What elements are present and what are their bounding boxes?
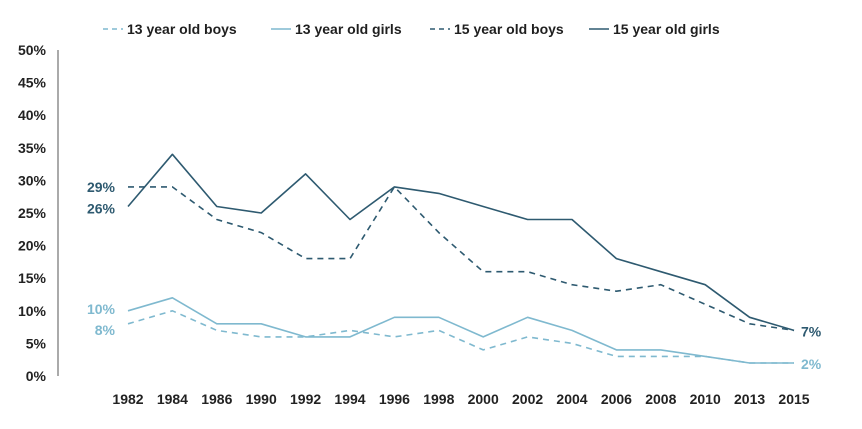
start-data-label: 10% <box>87 301 116 317</box>
x-tick-label: 1982 <box>112 391 143 407</box>
series-line-3 <box>127 153 795 332</box>
y-tick-label: 45% <box>18 75 47 91</box>
y-tick-label: 30% <box>18 172 47 188</box>
x-tick-label: 2008 <box>645 391 676 407</box>
start-data-label: 29% <box>87 179 116 195</box>
y-axis: 0% 5% 10% 15% 20% 25% 30% 35% 40% 45% 50% <box>18 42 59 384</box>
data-labels: 29% 26% 10% 8% 7% 2% <box>87 179 822 372</box>
y-tick-label: 40% <box>18 107 47 123</box>
x-tick-label: 2015 <box>778 391 809 407</box>
y-tick-label: 5% <box>26 335 47 351</box>
x-axis: 1982 1984 1986 1990 1992 1994 1996 1998 2000 2002… <box>112 391 809 407</box>
y-tick-label: 35% <box>18 140 47 156</box>
legend-label: 15 year old boys <box>454 21 564 37</box>
x-tick-label: 1986 <box>201 391 232 407</box>
series-line-0 <box>127 309 794 364</box>
start-data-label: 8% <box>95 322 116 338</box>
x-tick-label: 2002 <box>512 391 543 407</box>
x-tick-label: 1992 <box>290 391 321 407</box>
x-tick-label: 1984 <box>157 391 188 407</box>
legend-label: 15 year old girls <box>613 21 720 37</box>
x-tick-label: 2006 <box>601 391 632 407</box>
end-data-label: 2% <box>801 356 822 372</box>
y-tick-label: 25% <box>18 205 47 221</box>
legend-label: 13 year old boys <box>127 21 237 37</box>
y-tick-label: 10% <box>18 303 47 319</box>
y-tick-label: 15% <box>18 270 47 286</box>
y-tick-label: 50% <box>18 42 47 58</box>
x-tick-label: 2013 <box>734 391 765 407</box>
legend-label: 13 year old girls <box>295 21 402 37</box>
start-data-label: 26% <box>87 200 116 216</box>
series-line-2 <box>128 186 795 332</box>
x-tick-label: 2000 <box>468 391 499 407</box>
end-data-label: 7% <box>801 323 822 339</box>
y-tick-label: 20% <box>18 238 47 254</box>
series-lines <box>127 153 795 364</box>
x-tick-label: 2010 <box>690 391 721 407</box>
x-tick-label: 1998 <box>423 391 454 407</box>
x-tick-label: 2004 <box>556 391 587 407</box>
series-line-1 <box>127 296 794 364</box>
x-tick-label: 1990 <box>246 391 277 407</box>
x-tick-label: 1994 <box>334 391 365 407</box>
y-tick-label: 0% <box>26 368 47 384</box>
legend: 13 year old boys 13 year old girls 15 year… <box>103 21 720 37</box>
x-tick-label: 1996 <box>379 391 410 407</box>
